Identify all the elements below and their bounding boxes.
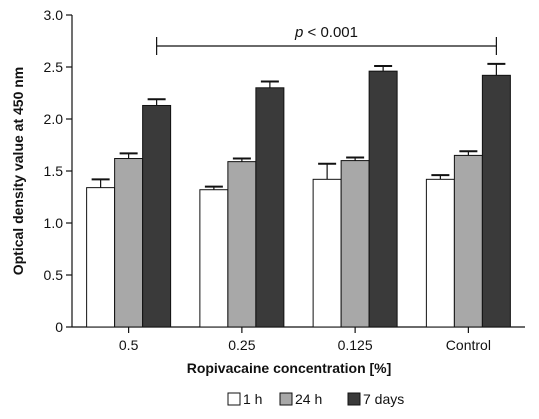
legend-swatch: [227, 392, 241, 406]
legend-label: 7 days: [363, 391, 404, 407]
bar: [142, 104, 172, 328]
y-tick-label: 3.0: [44, 7, 64, 23]
bar: [227, 161, 257, 328]
bar: [481, 74, 511, 328]
bar: [453, 154, 483, 328]
bar: [425, 178, 455, 328]
bar: [340, 160, 370, 328]
legend: 1 h 24 h 7 days: [227, 391, 404, 407]
legend-label: 1 h: [243, 391, 262, 407]
significance-label: p < 0.001: [294, 24, 358, 41]
x-tick-label: 0.125: [338, 337, 373, 353]
x-tick-label: 0.5: [119, 337, 139, 353]
significance-value: < 0.001: [303, 24, 358, 41]
error-bars: [91, 62, 506, 190]
legend-swatch: [279, 392, 293, 406]
y-axis-title: Optical density value at 450 nm: [10, 67, 26, 276]
y-tick-label: 2.5: [44, 59, 64, 75]
bar: [86, 187, 116, 328]
bar: [255, 87, 285, 328]
x-axis-title: Ropivacaine concentration [%]: [187, 360, 392, 376]
y-tick-label: 0.5: [44, 267, 64, 283]
y-tick-label: 1.0: [44, 215, 64, 231]
y-tick-label: 1.5: [44, 163, 64, 179]
bar: [312, 178, 342, 328]
legend-label: 24 h: [295, 391, 322, 407]
x-ticks: 0.5 0.25 0.125 Control: [119, 327, 491, 353]
significance-p: p: [294, 24, 303, 41]
y-tick-label: 2.0: [44, 111, 64, 127]
bar: [368, 70, 398, 328]
legend-swatch: [347, 392, 361, 406]
y-ticks: 0 0.5 1.0 1.5 2.0 2.5 3.0: [44, 7, 72, 335]
bars: [86, 70, 511, 328]
x-tick-label: Control: [446, 337, 491, 353]
y-tick-label: 0: [55, 319, 63, 335]
bar: [114, 158, 144, 328]
bar: [199, 189, 229, 328]
x-tick-label: 0.25: [228, 337, 255, 353]
significance-annotation: p < 0.001: [156, 24, 497, 55]
